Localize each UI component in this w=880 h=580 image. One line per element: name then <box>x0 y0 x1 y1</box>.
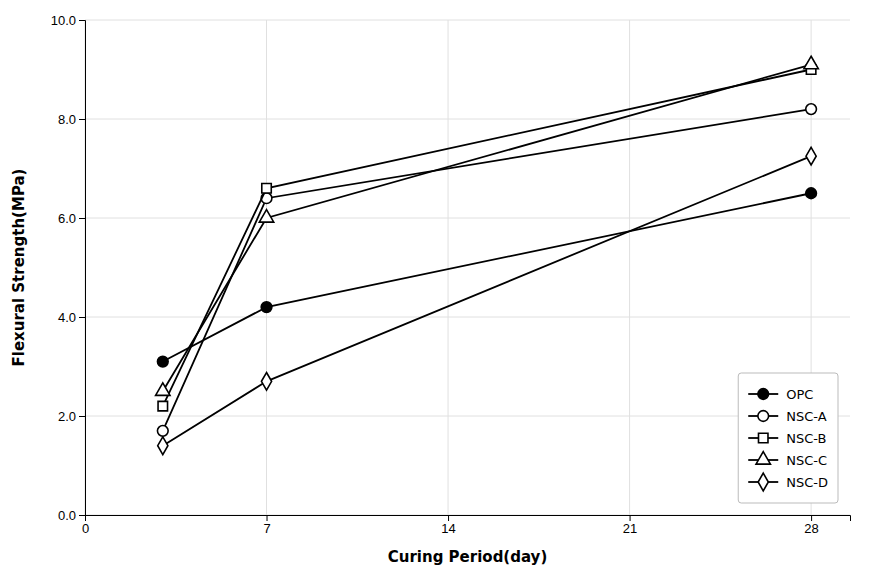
point <box>157 356 168 367</box>
point <box>806 104 817 115</box>
legend-swatch-marker <box>758 411 769 422</box>
point <box>158 401 167 410</box>
tick-mark <box>79 20 85 21</box>
grid-line <box>85 317 850 318</box>
legend-item: NSC-C <box>748 452 827 468</box>
tick: 10.0 <box>51 13 85 28</box>
chart: 0 7 14 21 28 0.0 2.0 4.0 6.0 8.0 10.0 OPC NSC-A NSC-B… <box>0 0 880 580</box>
y-axis-title: Flexural Strength(MPa) <box>10 169 28 367</box>
legend-label: NSC-B <box>786 431 826 446</box>
legend-swatch-marker <box>758 433 767 442</box>
tick: 4.0 <box>58 310 85 325</box>
axis-line <box>86 516 851 522</box>
tick-label: 28 <box>804 521 818 536</box>
point <box>156 383 170 395</box>
series-line <box>163 156 811 446</box>
tick-label: 10.0 <box>51 13 76 28</box>
legend-label: NSC-D <box>786 475 828 490</box>
tick-mark <box>79 515 85 516</box>
tick: 0.0 <box>58 508 85 523</box>
x-axis: 0 7 14 21 28 <box>82 515 851 536</box>
legend-label: NSC-A <box>786 409 826 424</box>
tick-label: 7 <box>263 521 270 536</box>
x-axis-title: Curing Period(day) <box>388 548 548 566</box>
point <box>804 56 818 68</box>
point <box>806 188 817 199</box>
series-line <box>163 70 811 407</box>
point <box>259 210 273 222</box>
point <box>806 147 816 165</box>
tick-label: 4.0 <box>58 310 76 325</box>
point <box>261 302 272 313</box>
tick: 8.0 <box>58 112 85 127</box>
tick-mark <box>267 515 268 521</box>
grid-line <box>85 20 850 21</box>
series-line <box>163 109 811 431</box>
tick-mark <box>79 416 85 417</box>
tick: 14 <box>441 515 455 536</box>
grid <box>85 20 850 515</box>
tick: 21 <box>623 515 637 536</box>
tick: 7 <box>263 515 270 536</box>
y-axis: 0.0 2.0 4.0 6.0 8.0 10.0 <box>51 13 86 523</box>
grid-line <box>266 20 267 515</box>
grid-line <box>85 119 850 120</box>
marks <box>156 56 819 454</box>
legend-swatch-marker <box>758 473 768 491</box>
legend-swatch-marker <box>758 389 769 400</box>
series-line <box>163 65 811 392</box>
tick-mark <box>630 515 631 521</box>
legend: OPC NSC-A NSC-B NSC-C NSC-D <box>738 373 838 503</box>
legend-label: OPC <box>786 387 813 402</box>
legend-label: NSC-C <box>786 453 827 468</box>
point <box>157 425 168 436</box>
legend-item: NSC-D <box>748 473 828 491</box>
legend-box <box>738 373 838 503</box>
tick-label: 2.0 <box>58 409 76 424</box>
tick: 0 <box>82 515 89 536</box>
grid-line <box>629 20 630 515</box>
tick-label: 0.0 <box>58 508 76 523</box>
point <box>158 437 168 455</box>
axis-line <box>79 21 86 516</box>
grid-line <box>448 20 449 515</box>
tick-mark <box>79 119 85 120</box>
tick-mark <box>448 515 449 521</box>
legend-item: NSC-A <box>748 409 826 424</box>
legend-item: NSC-B <box>748 431 826 446</box>
tick: 6.0 <box>58 211 85 226</box>
plot-area: 0 7 14 21 28 0.0 2.0 4.0 6.0 8.0 10.0 OPC NSC-A NSC-B… <box>51 13 851 537</box>
tick-label: 8.0 <box>58 112 76 127</box>
tick-label: 21 <box>623 521 637 536</box>
legend-swatch-marker <box>756 452 770 464</box>
series-line <box>163 193 811 361</box>
grid-line <box>85 416 850 417</box>
tick-mark <box>811 515 812 521</box>
point <box>261 373 271 391</box>
tick-label: 14 <box>441 521 455 536</box>
point <box>262 184 271 193</box>
tick: 2.0 <box>58 409 85 424</box>
grid-line <box>85 218 850 219</box>
legend-item: OPC <box>748 387 813 402</box>
tick-mark <box>79 317 85 318</box>
tick: 28 <box>804 515 818 536</box>
tick-label: 6.0 <box>58 211 76 226</box>
tick-label: 0 <box>82 521 89 536</box>
tick-mark <box>79 218 85 219</box>
